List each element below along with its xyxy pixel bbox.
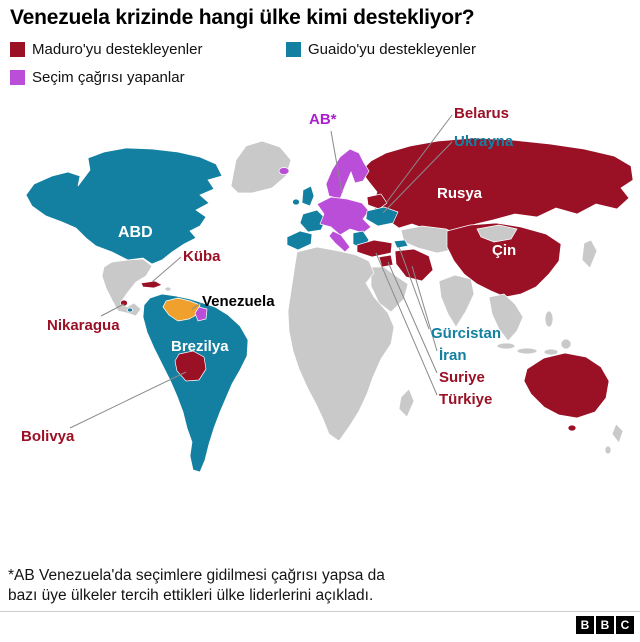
region-japan bbox=[581, 239, 598, 269]
region-greenland bbox=[230, 140, 292, 194]
callout-line-iran bbox=[411, 265, 438, 352]
map-label-georgia: Gürcistan bbox=[431, 325, 502, 342]
region-guyana-election bbox=[194, 306, 208, 322]
region-lesser-sunda bbox=[543, 348, 559, 356]
region-belarus bbox=[366, 193, 388, 210]
bbc-logo-letter: B bbox=[576, 616, 594, 634]
region-se-asia bbox=[488, 293, 524, 342]
map-label-nicaragua: Nikaragua bbox=[47, 317, 120, 334]
region-new-zealand-north bbox=[611, 423, 624, 444]
legend-label-election: Seçim çağrısı yapanlar bbox=[32, 69, 185, 86]
region-madagascar bbox=[398, 388, 415, 418]
region-tasmania bbox=[567, 424, 577, 432]
region-philippines bbox=[544, 310, 554, 328]
map-label-belarus: Belarus bbox=[454, 105, 510, 122]
region-india bbox=[438, 274, 475, 328]
region-venezuela bbox=[162, 297, 201, 322]
page-title: Venezuela krizinde hangi ülke kimi deste… bbox=[10, 6, 475, 29]
map-label-iran: İran bbox=[439, 347, 467, 364]
region-sumatra bbox=[496, 342, 516, 350]
region-africa bbox=[287, 246, 395, 442]
legend-swatch-guaido bbox=[286, 42, 301, 57]
map-label-ukraine: Ukrayna bbox=[454, 133, 514, 150]
region-ukraine bbox=[365, 206, 399, 227]
region-costa-rica bbox=[127, 307, 133, 313]
callout-line-belarus bbox=[385, 114, 453, 204]
footer-divider bbox=[0, 611, 640, 612]
map-label-syria: Suriye bbox=[439, 369, 485, 386]
footnote-line-2: bazı üye ülkeler tercih ettikleri ülke l… bbox=[8, 587, 374, 604]
map-label-venezuela: Venezuela bbox=[202, 293, 275, 310]
legend-label-guaido: Guaido'yu destekleyenler bbox=[308, 41, 476, 58]
region-cuba bbox=[140, 280, 163, 289]
region-france bbox=[299, 209, 327, 233]
region-ireland bbox=[292, 198, 300, 206]
map-label-bolivia: Bolivya bbox=[21, 428, 75, 445]
region-iberia bbox=[286, 230, 313, 251]
region-mongolia bbox=[476, 224, 518, 243]
map-label-russia: Rusya bbox=[437, 185, 483, 202]
region-south-america bbox=[142, 293, 249, 473]
legend-label-maduro: Maduro'yu destekleyenler bbox=[32, 41, 203, 58]
callout-line-venezuela bbox=[191, 302, 202, 310]
callout-line-gurcistan bbox=[398, 246, 430, 330]
callout-line-nikaragua bbox=[100, 303, 125, 317]
bbc-logo-letter: B bbox=[596, 616, 614, 634]
region-uk bbox=[301, 185, 315, 207]
region-china bbox=[446, 222, 562, 298]
legend-swatch-election bbox=[10, 70, 25, 85]
callout-line-suriye bbox=[387, 261, 438, 374]
region-scandinavia bbox=[325, 148, 370, 200]
region-italy bbox=[328, 230, 351, 253]
map-label-turkey: Türkiye bbox=[439, 391, 493, 408]
region-georgia bbox=[393, 239, 409, 249]
region-new-guinea bbox=[560, 338, 572, 350]
callout-line-ab bbox=[330, 130, 343, 194]
region-russia bbox=[360, 137, 634, 233]
map-label-cuba: Küba bbox=[183, 248, 221, 265]
region-mexico-central-america bbox=[101, 258, 153, 317]
legend-swatch-maduro bbox=[10, 42, 25, 57]
map-label-eu: AB* bbox=[309, 111, 337, 128]
callout-line-kuba bbox=[151, 256, 182, 283]
region-turkey bbox=[356, 239, 393, 258]
callout-line-bolivya bbox=[69, 371, 187, 429]
map-label-brazil: Brezilya bbox=[171, 338, 229, 355]
region-iceland bbox=[278, 167, 290, 175]
map-label-china: Çin bbox=[492, 242, 517, 259]
bbc-logo: B B C bbox=[576, 616, 634, 634]
region-central-europe bbox=[316, 196, 372, 236]
region-hispaniola bbox=[164, 286, 172, 292]
region-iran bbox=[394, 248, 434, 282]
region-java bbox=[516, 347, 538, 355]
callout-line-turkiye bbox=[375, 252, 438, 396]
region-australia bbox=[523, 352, 610, 419]
region-new-zealand-south bbox=[604, 445, 612, 455]
region-north-america bbox=[25, 147, 223, 265]
callout-line-ukrayna bbox=[382, 141, 453, 214]
bbc-logo-letter: C bbox=[616, 616, 634, 634]
map-label-usa: ABD bbox=[118, 224, 153, 241]
footnote-line-1: *AB Venezuela'da seçimlere gidilmesi çağ… bbox=[8, 567, 385, 584]
